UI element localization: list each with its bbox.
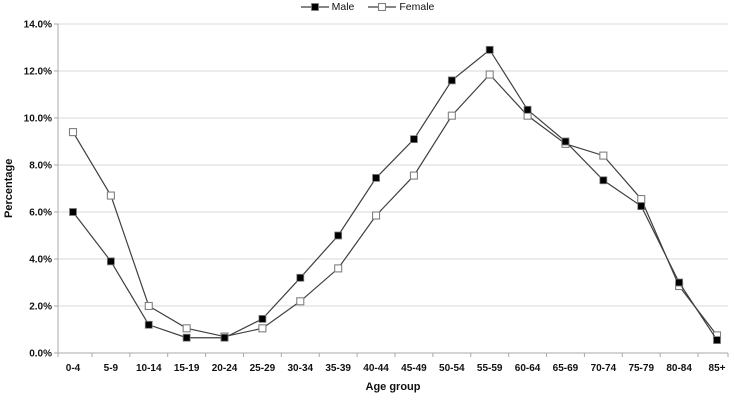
male-data-point-marker [599,176,608,185]
x-tick-label: 75-79 [628,363,654,374]
female-data-point-marker [258,324,267,333]
x-tick-label: 45-49 [401,363,427,374]
legend: Male Female [0,1,735,13]
y-tick-label: 12.0% [24,67,52,78]
y-axis-title: Percentage [3,158,15,219]
female-series-line [72,73,718,338]
legend-label-male: Male [331,1,355,13]
x-tick-label: 15-19 [174,363,200,374]
female-data-point-marker [637,195,646,204]
y-tick-label: 8.0% [29,161,52,172]
y-tick-label: 6.0% [29,208,52,219]
male-data-point-marker [144,320,153,329]
legend-label-female: Female [399,1,435,13]
male-series-line [72,48,718,341]
female-data-point-marker [334,264,343,273]
female-data-point-marker [296,297,305,306]
x-tick-label: 0-4 [66,363,81,374]
y-tick-label: 10.0% [24,114,52,125]
y-tick-label: 2.0% [29,302,52,313]
male-data-point-marker [637,202,646,211]
female-marker-icon [368,2,397,12]
female-data-point-marker [447,111,456,120]
male-marker-icon [300,3,329,11]
x-tick-label: 65-69 [553,363,579,374]
male-data-point-marker [523,105,532,114]
female-data-point-marker [485,70,494,79]
x-tick-label: 35-39 [325,363,351,374]
x-tick-label: 25-29 [250,363,276,374]
x-tick-label: 50-54 [439,363,465,374]
y-tick-label: 4.0% [29,255,52,266]
male-data-point-marker [258,315,267,323]
male-data-point-marker [675,278,684,287]
female-data-point-marker [68,128,78,137]
female-data-point-marker [144,301,153,311]
male-data-point-marker [296,273,305,282]
x-tick-label: 85+ [709,363,726,374]
male-data-point-marker [69,208,77,216]
x-tick-label: 55-59 [477,363,503,374]
legend-item-male: Male [300,1,355,13]
x-tick-label: 5-9 [104,363,119,374]
female-data-point-marker [182,324,191,333]
x-tick-label: 40-44 [363,363,389,374]
x-tick-label: 80-84 [666,363,692,374]
male-data-point-marker [220,333,229,342]
female-data-point-marker [409,171,418,180]
x-tick-label: 20-24 [212,363,238,374]
x-tick-label: 60-64 [515,363,541,374]
male-data-point-marker [334,231,343,240]
male-data-point-marker [713,336,721,344]
x-tick-label: 70-74 [591,363,617,374]
male-data-point-marker [447,76,456,85]
x-axis-title: Age group [365,381,421,393]
male-data-point-marker [410,135,418,144]
x-tick-label: 30-34 [288,363,314,374]
male-data-point-marker [182,333,191,342]
y-tick-label: 14.0% [24,20,52,31]
legend-item-female: Female [368,1,434,13]
male-data-point-marker [561,137,570,146]
male-data-point-marker [372,174,380,182]
female-data-point-marker [372,211,381,220]
female-data-point-marker [106,191,115,200]
male-data-point-marker [485,45,494,54]
male-data-point-marker [106,257,115,266]
x-tick-label: 10-14 [136,363,162,374]
female-data-point-marker [599,151,608,160]
y-tick-label: 0.0% [29,349,52,360]
